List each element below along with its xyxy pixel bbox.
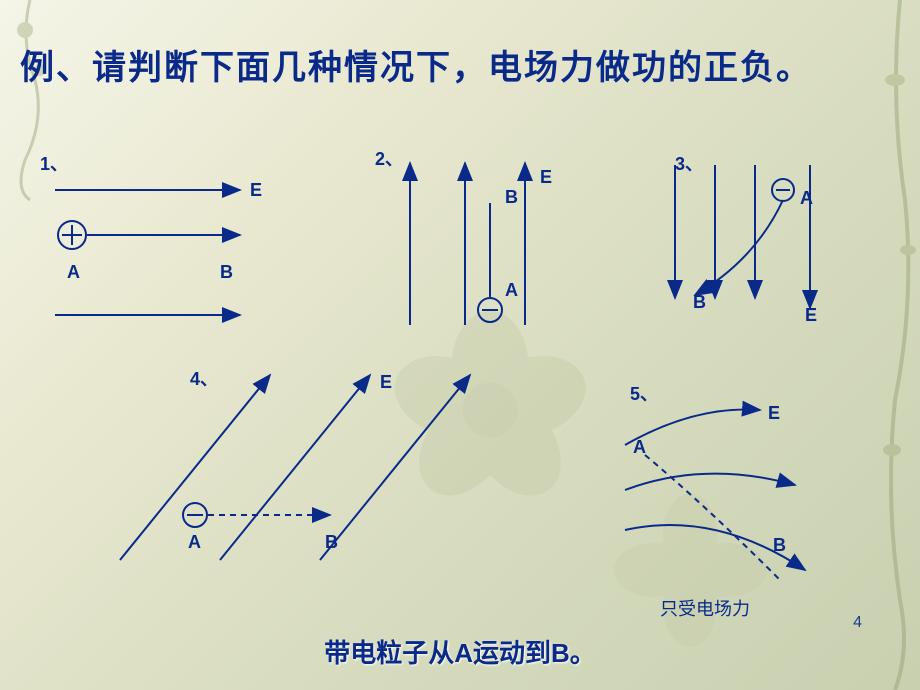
diagram-4-number: 4、 [190, 365, 218, 391]
diagram-5-note: 只受电场力 [660, 595, 750, 621]
diagram-1-E: E [250, 180, 262, 201]
diagram-3-A: A [800, 188, 813, 209]
diagram-2-E: E [540, 167, 552, 188]
diagram-4-A: A [188, 532, 201, 553]
diagram-1-B: B [220, 262, 233, 283]
diagram-5-B: B [773, 535, 786, 556]
diagram-3-number: 3、 [675, 150, 703, 176]
diagram-3-B: B [693, 292, 706, 313]
diagram-5-number: 5、 [630, 380, 658, 406]
diagram-5-A: A [633, 437, 646, 458]
diagram-5-E: E [768, 403, 780, 424]
page-number: 4 [853, 614, 862, 632]
diagram-3-E: E [805, 305, 817, 326]
diagram-4: 4、 E A B [100, 360, 500, 580]
footer-text: 带电粒子从A运动到B。 [324, 633, 596, 670]
page-title: 例、请判断下面几种情况下，电场力做功的正负。 [20, 40, 812, 89]
diagram-1: 1、 E A B [25, 150, 265, 330]
diagram-2: 2、 E B A [375, 145, 575, 335]
diagram-1-A: A [67, 262, 80, 283]
diagram-1-number: 1、 [40, 150, 68, 176]
diagram-4-B: B [325, 532, 338, 553]
diagram-4-E: E [380, 372, 392, 393]
diagram-2-number: 2、 [375, 145, 403, 171]
diagram-2-B: B [505, 187, 518, 208]
diagram-3: 3、 A B E [655, 150, 855, 330]
decorative-vine-right [860, 0, 920, 690]
diagram-5: 5、 E A B 只受电场力 [605, 375, 845, 615]
diagram-2-A: A [505, 280, 518, 301]
